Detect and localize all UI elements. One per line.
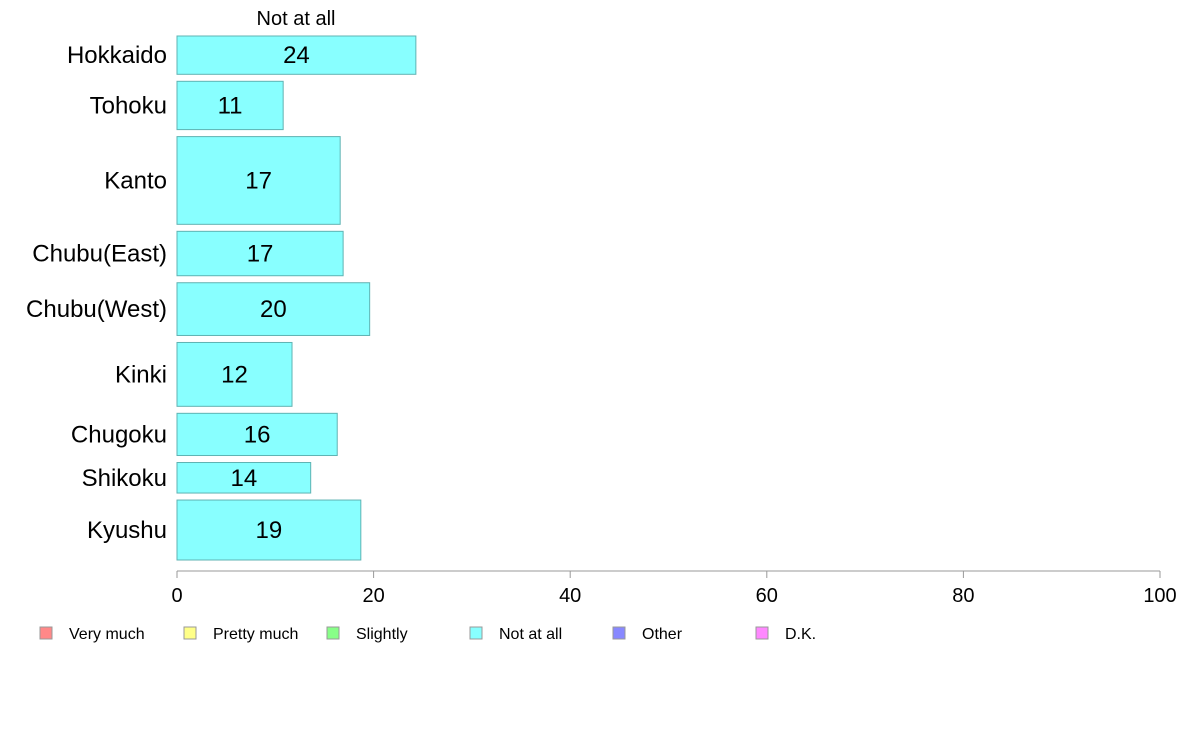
bar-chugoku xyxy=(176,412,338,457)
category-label: Chugoku xyxy=(71,421,167,448)
legend-label: Slightly xyxy=(356,626,408,643)
category-label: Kyushu xyxy=(87,517,167,544)
bars-group: Hokkaido 24 Tohoku 11 Kanto 17 Chubu(East) 17 Ch… xyxy=(26,35,417,561)
legend-label: D.K. xyxy=(785,626,816,643)
bar-shikoku xyxy=(176,462,312,494)
legend-label: Not at all xyxy=(499,626,562,643)
bar-chubu-west xyxy=(176,282,371,336)
value-label: 17 xyxy=(247,241,274,268)
bar-kanto xyxy=(176,136,341,225)
value-label: 11 xyxy=(218,92,243,119)
x-axis: 0 20 40 60 80 100 xyxy=(171,570,1177,607)
x-tick-label: 80 xyxy=(952,585,974,607)
bar-chubu-east xyxy=(176,230,344,277)
category-label: Tohoku xyxy=(90,92,167,119)
category-label: Kanto xyxy=(104,167,167,194)
series-title: Not at all xyxy=(257,8,336,30)
legend-label: Very much xyxy=(69,626,145,643)
legend-swatch xyxy=(183,626,197,640)
category-label: Shikoku xyxy=(82,465,167,492)
value-label: 24 xyxy=(283,42,310,69)
bar-hokkaido xyxy=(176,35,417,75)
bar-kyushu xyxy=(176,499,362,561)
legend-label: Other xyxy=(642,626,683,643)
x-tick-label: 60 xyxy=(756,585,778,607)
value-label: 16 xyxy=(244,421,271,448)
category-label: Chubu(East) xyxy=(32,241,167,268)
value-label: 12 xyxy=(221,361,248,388)
value-label: 14 xyxy=(230,465,257,492)
legend-swatch xyxy=(612,626,626,640)
category-label: Hokkaido xyxy=(67,42,167,69)
legend-swatch xyxy=(39,626,53,640)
x-tick-label: 20 xyxy=(362,585,384,607)
value-label: 19 xyxy=(256,517,283,544)
x-tick-label: 40 xyxy=(559,585,581,607)
bar-kinki xyxy=(176,341,293,407)
legend-swatch xyxy=(326,626,340,640)
category-label: Kinki xyxy=(115,361,167,388)
value-label: 17 xyxy=(245,167,272,194)
x-tick-label: 100 xyxy=(1143,585,1176,607)
legend-label: Pretty much xyxy=(213,626,298,643)
category-label: Chubu(West) xyxy=(26,296,167,323)
bar-tohoku xyxy=(176,80,284,131)
legend: Very much Pretty much Slightly Not at all Ot… xyxy=(39,626,816,643)
x-tick-label: 0 xyxy=(171,585,182,607)
value-label: 20 xyxy=(260,296,287,323)
legend-swatch xyxy=(469,626,483,640)
legend-swatch xyxy=(755,626,769,640)
